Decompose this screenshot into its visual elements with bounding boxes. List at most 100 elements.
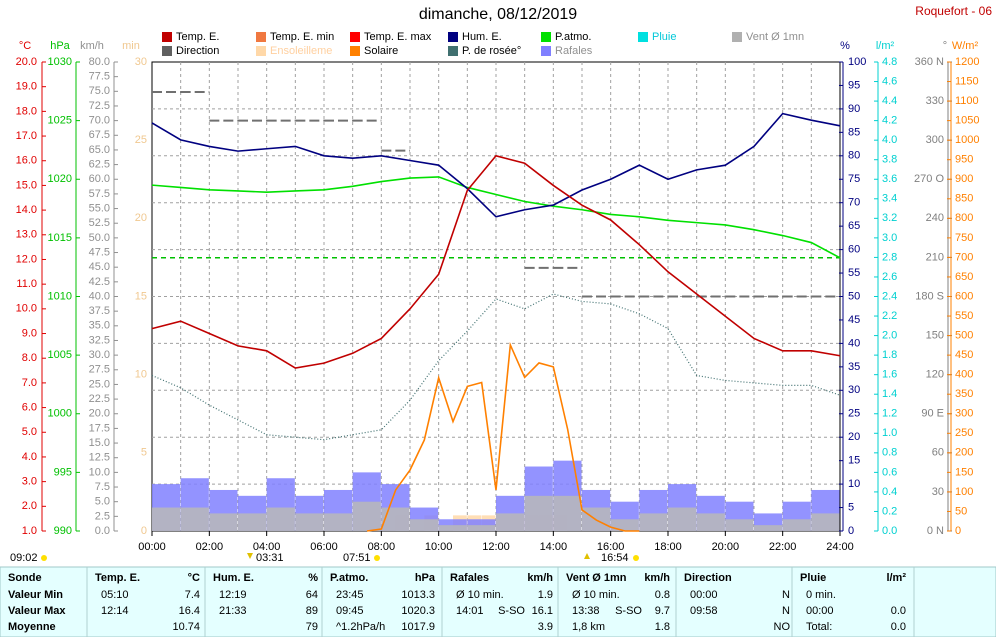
y-tick-label: 3.2 (882, 212, 897, 224)
y-tick-label: 2.8 (882, 251, 897, 263)
legend-label: Rafales (555, 45, 593, 57)
legend-swatch (162, 46, 172, 56)
y-tick-label: 35 (848, 361, 860, 373)
y-tick-label: 0 (141, 525, 147, 537)
table-cell: 12:14 (101, 605, 129, 617)
y-tick-label: 16.0 (16, 155, 37, 167)
table-header: Direction (684, 572, 732, 584)
series-line (151, 293, 841, 441)
y-tick-label: 75.0 (89, 85, 110, 97)
bar (209, 513, 238, 531)
table-cell: 00:00 (690, 589, 718, 601)
y-tick-label: 30.0 (89, 349, 110, 361)
y-tick-label: 650 (955, 271, 973, 283)
y-tick-label: 12.0 (16, 253, 37, 265)
axis-unit: km/h (80, 40, 104, 52)
y-tick-label: 11.0 (16, 278, 37, 290)
bar (696, 513, 725, 531)
bar (553, 495, 582, 531)
legend-swatch (541, 32, 551, 42)
x-tick-label: 02:00 (196, 541, 224, 553)
y-tick-label: 1.2 (882, 408, 897, 420)
y-tick-label: 6.0 (22, 401, 37, 413)
y-tick-label: 1.0 (882, 427, 897, 439)
y-tick-label: 240 (926, 212, 944, 224)
x-tick-label: 12:00 (482, 541, 510, 553)
y-tick-label: 4.8 (882, 56, 897, 68)
bar (180, 507, 209, 531)
y-tick-label: 42.5 (89, 276, 110, 288)
y-tick-label: 20 (135, 212, 147, 224)
y-tick-label: 2.6 (882, 271, 897, 283)
y-tick-label: 300 (955, 408, 973, 420)
table-cell: 09:58 (690, 605, 718, 617)
y-tick-label: 1015 (48, 232, 72, 244)
bar (238, 513, 267, 531)
y-tick-label: 0.2 (882, 505, 897, 517)
y-tick-label: 1100 (955, 95, 979, 107)
y-tick-label: 990 (54, 525, 72, 537)
table-cell: 1,8 km (572, 621, 605, 633)
bar (381, 507, 410, 531)
y-tick-label: 4.0 (22, 451, 37, 463)
bar (438, 525, 467, 531)
y-tick-label: 150 (955, 466, 973, 478)
y-tick-label: 3.4 (882, 193, 897, 205)
bar (610, 519, 639, 531)
y-tick-label: 1025 (48, 115, 72, 127)
axis-unit: °C (19, 40, 31, 52)
y-tick-label: 100 (955, 486, 973, 498)
legend-swatch (256, 32, 266, 42)
table-cell: 13:38 (572, 605, 600, 617)
legend-swatch (350, 46, 360, 56)
table-cell: 89 (306, 605, 318, 617)
table-cell: Ø 10 min. (572, 589, 620, 601)
legend-label: P.atmo. (555, 31, 592, 43)
sun-icon (41, 555, 47, 561)
y-tick-label: 85 (848, 126, 860, 138)
table-cell: 0 min. (806, 589, 836, 601)
legend-label: Direction (176, 45, 219, 57)
status-row: 09:02 03:31 07:51 16:54 (10, 552, 639, 564)
x-tick-label: 18:00 (654, 541, 682, 553)
y-tick-label: 50 (955, 505, 967, 517)
bar (496, 513, 525, 531)
table-cell: 23:45 (336, 589, 364, 601)
y-tick-label: 1050 (955, 115, 979, 127)
axis-unit: ° (943, 40, 947, 52)
y-tick-label: 45.0 (89, 261, 110, 273)
bar (266, 507, 295, 531)
table-cell: 16.1 (532, 605, 553, 617)
y-tick-label: 80.0 (89, 56, 110, 68)
legend-swatch (350, 32, 360, 42)
table-unit: km/h (527, 572, 553, 584)
y-tick-label: 1.0 (22, 525, 37, 537)
y-tick-label: 10.0 (16, 303, 37, 315)
y-tick-label: 150 (926, 329, 944, 341)
y-tick-label: 700 (955, 251, 973, 263)
y-tick-label: 2.0 (882, 329, 897, 341)
legend-label: Hum. E. (462, 31, 502, 43)
y-tick-label: 5 (141, 447, 147, 459)
table-cell: NO (774, 621, 791, 633)
y-tick-label: 1005 (48, 349, 72, 361)
x-tick-label: 08:00 (368, 541, 396, 553)
y-tick-label: 32.5 (89, 334, 110, 346)
legend-swatch (448, 46, 458, 56)
y-tick-label: 55 (848, 267, 860, 279)
legend-label: Temp. E. max (364, 31, 432, 43)
y-tick-label: 2.4 (882, 290, 897, 302)
y-tick-label: 15.0 (89, 437, 110, 449)
y-tick-label: 1030 (48, 56, 72, 68)
y-tick-label: 20.0 (16, 56, 37, 68)
y-tick-label: 0.0 (95, 525, 110, 537)
table-cell: S-SO (615, 605, 642, 617)
legend-label: Solaire (364, 45, 398, 57)
table-cell: 1020.3 (401, 605, 435, 617)
row-label: Valeur Min (8, 589, 63, 601)
table-cell: 0.8 (655, 589, 670, 601)
y-tick-label: 0.8 (882, 447, 897, 459)
x-tick-label: 06:00 (310, 541, 338, 553)
table-cell: ^1.2hPa/h (336, 621, 385, 633)
table-header: P.atmo. (330, 572, 368, 584)
